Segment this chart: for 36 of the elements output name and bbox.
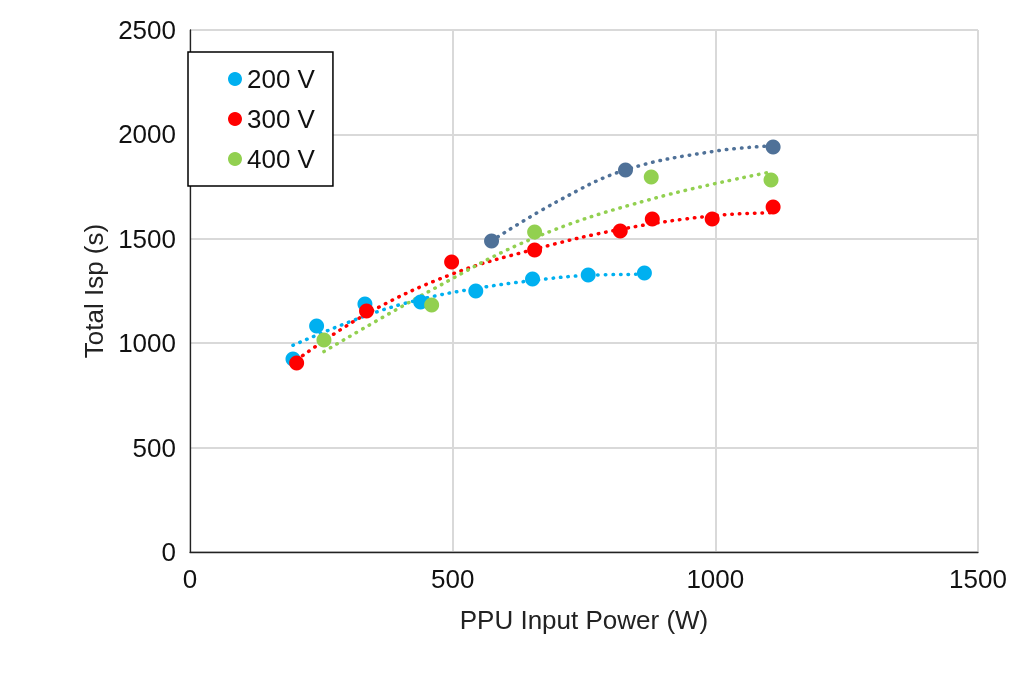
point bbox=[618, 162, 633, 178]
point bbox=[484, 233, 500, 249]
y-tick-label: 1500 bbox=[118, 223, 176, 254]
point bbox=[525, 271, 541, 287]
point bbox=[580, 267, 596, 283]
point bbox=[643, 169, 659, 185]
point bbox=[527, 224, 543, 240]
point bbox=[765, 139, 781, 155]
y-tick-label: 2000 bbox=[118, 119, 176, 150]
point bbox=[704, 211, 720, 227]
point bbox=[359, 303, 375, 319]
legend-label: 400 V bbox=[247, 144, 316, 174]
point bbox=[763, 172, 779, 188]
point bbox=[309, 318, 325, 334]
point bbox=[468, 283, 484, 299]
point bbox=[289, 355, 305, 371]
point bbox=[765, 199, 781, 215]
y-tick-label: 2500 bbox=[118, 15, 176, 45]
x-axis-title: PPU Input Power (W) bbox=[459, 605, 709, 635]
legend-label: 300 V bbox=[247, 104, 316, 134]
x-tick-label: 1000 bbox=[686, 564, 745, 594]
point bbox=[316, 332, 332, 348]
y-tick-label: 0 bbox=[161, 537, 176, 567]
point bbox=[636, 265, 652, 281]
point bbox=[527, 242, 543, 258]
point bbox=[612, 223, 628, 239]
point bbox=[444, 254, 460, 270]
x-tick-label: 0 bbox=[182, 564, 198, 594]
y-tick-label: 500 bbox=[132, 432, 176, 463]
y-axis-title: Total Isp (s) bbox=[79, 223, 110, 359]
x-tick-label: 1500 bbox=[949, 564, 1007, 594]
x-tick-label: 500 bbox=[430, 564, 475, 594]
point bbox=[424, 297, 440, 313]
point bbox=[644, 211, 660, 227]
legend-label: 200 V bbox=[247, 64, 316, 94]
y-tick-label: 1000 bbox=[118, 328, 176, 359]
